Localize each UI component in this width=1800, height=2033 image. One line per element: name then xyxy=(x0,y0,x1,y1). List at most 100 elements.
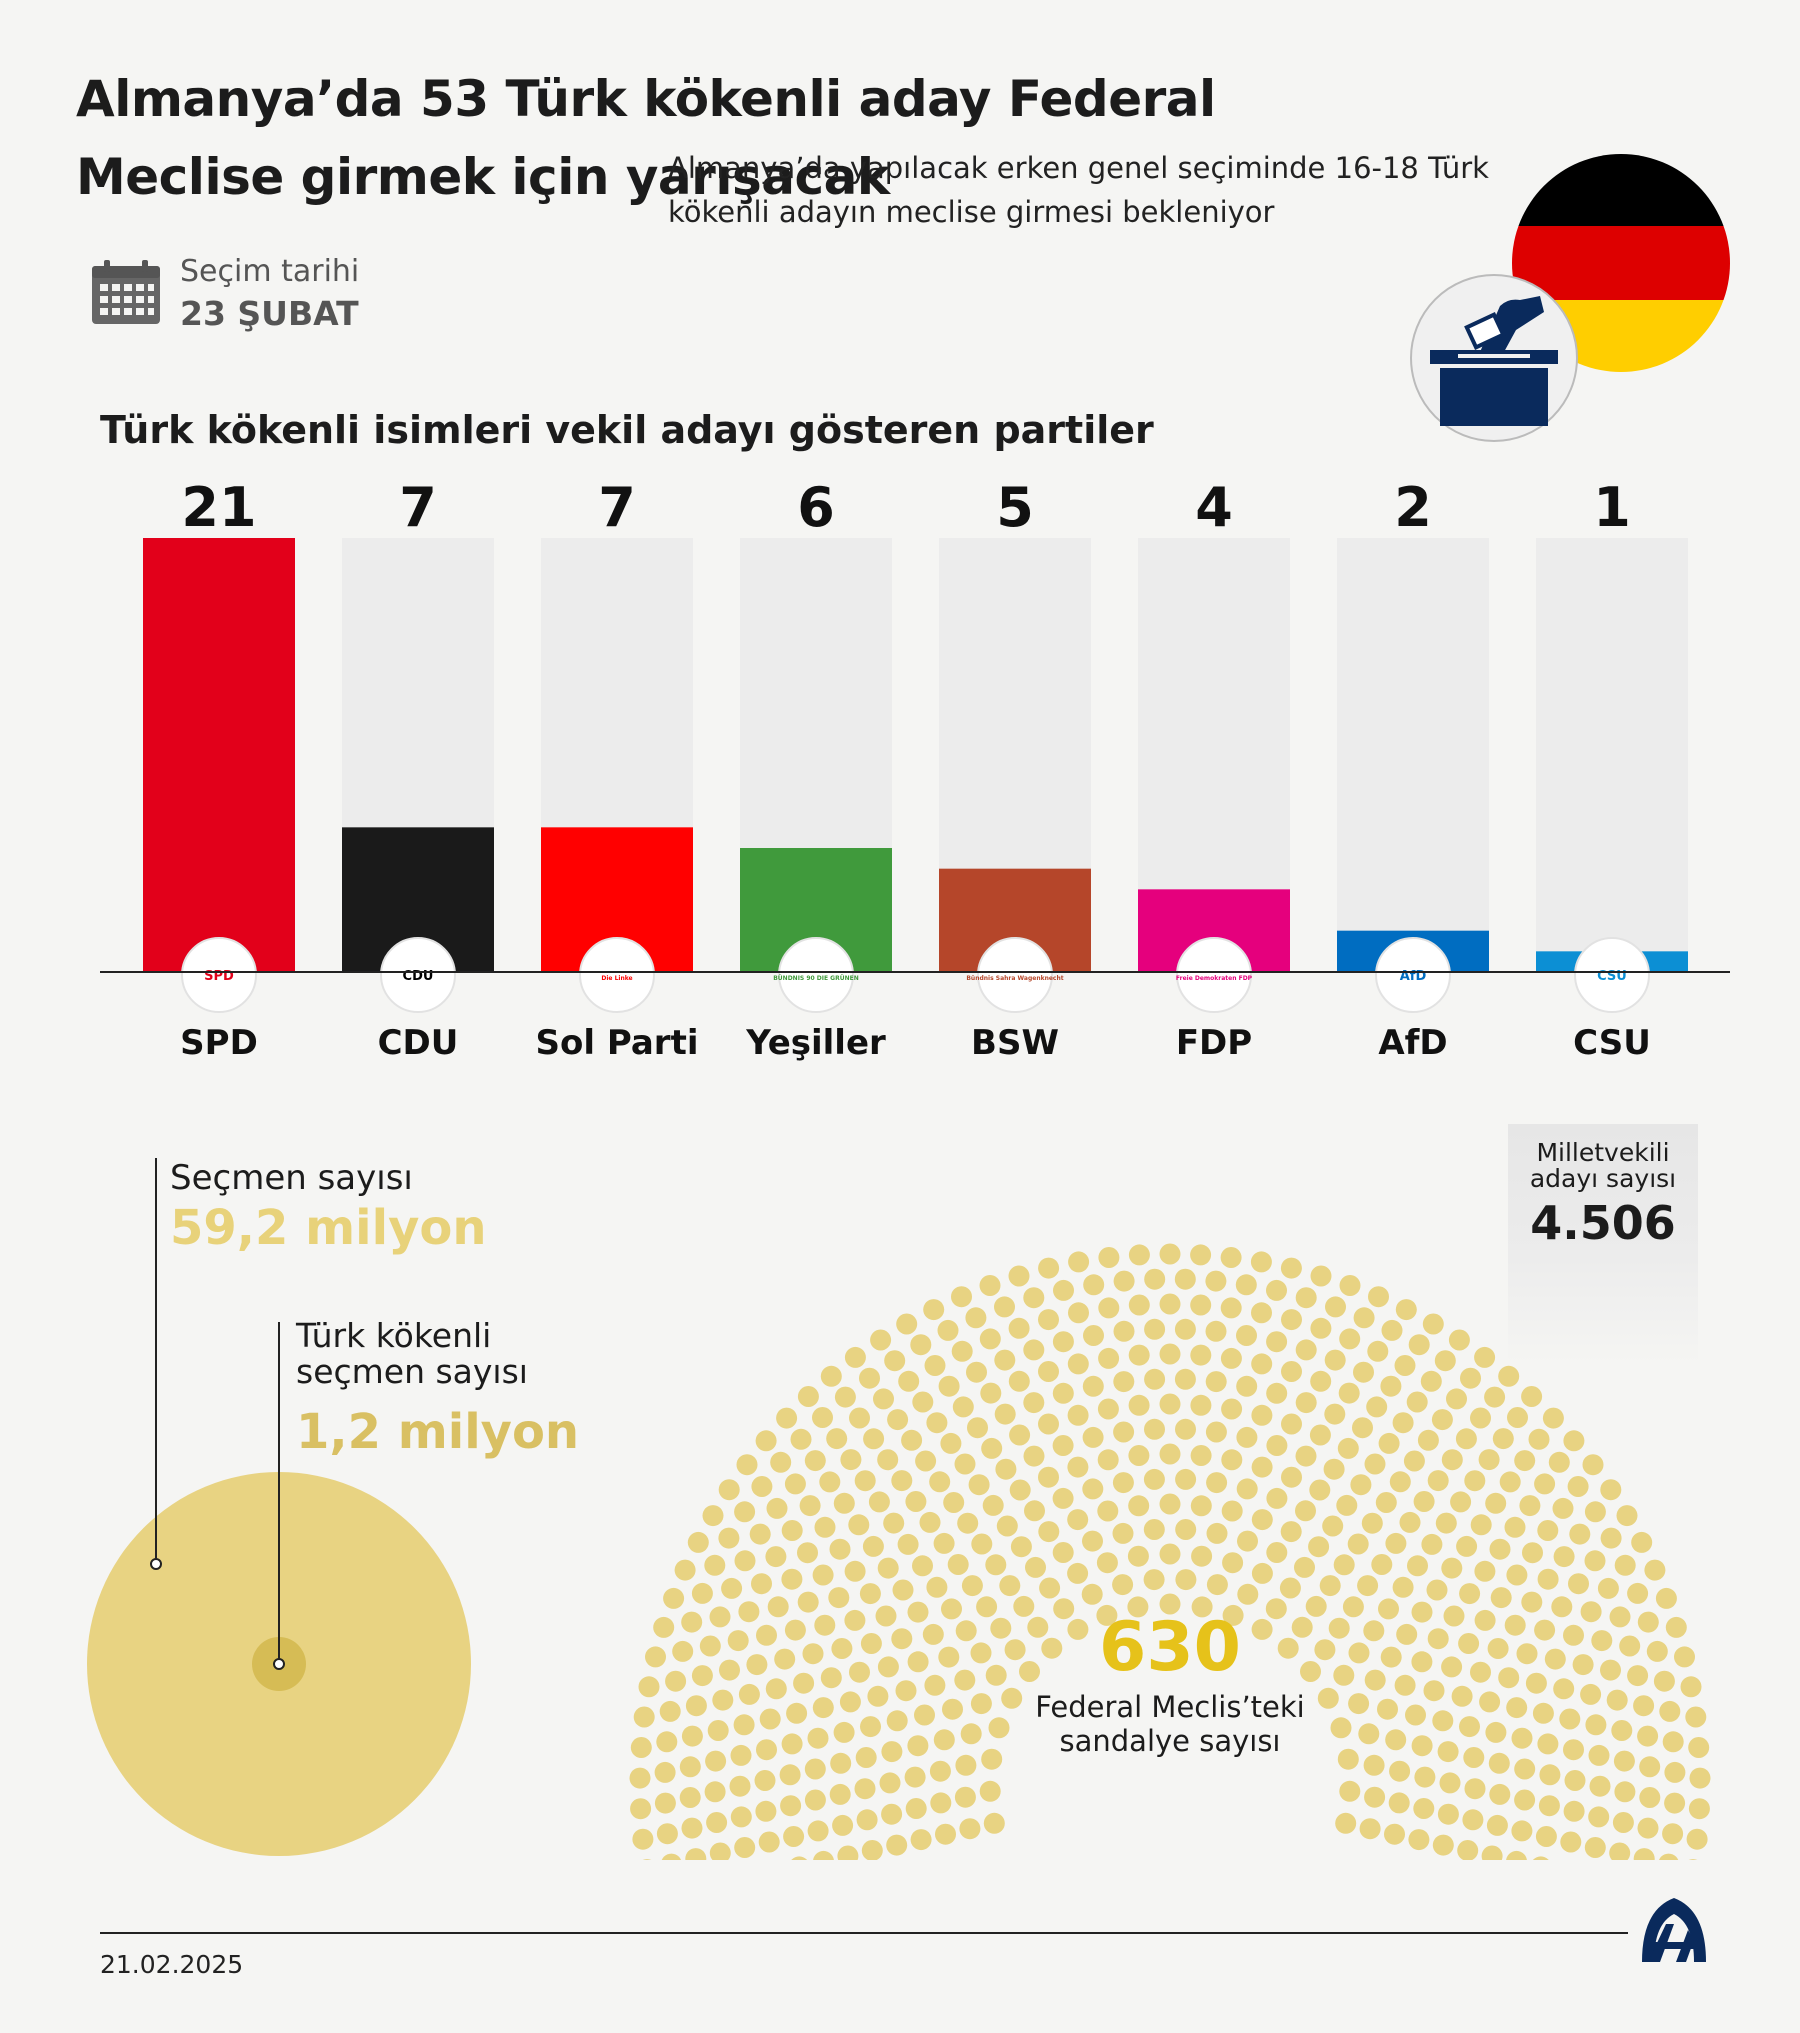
seat-482 xyxy=(1251,1302,1272,1324)
seats-count-value: 630 xyxy=(1099,1608,1241,1687)
seat-19 xyxy=(1337,1748,1359,1770)
bar-track-8 xyxy=(1536,538,1688,972)
seat-121 xyxy=(1221,1500,1243,1522)
seat-110 xyxy=(922,1623,944,1645)
seat-393 xyxy=(1589,1775,1611,1797)
bar-label-4: Yeşiller xyxy=(745,1023,886,1063)
seat-337 xyxy=(1534,1619,1556,1641)
seat-57 xyxy=(1096,1552,1118,1574)
seat-483 xyxy=(1281,1309,1302,1331)
seat-569 xyxy=(642,1859,652,1860)
party-logo-text-5: Bündnis Sahra Wagenknecht xyxy=(966,975,1063,982)
seat-81 xyxy=(976,1596,998,1618)
seat-37 xyxy=(1265,1598,1287,1620)
seat-398 xyxy=(709,1842,731,1860)
seat-381 xyxy=(1441,1449,1463,1471)
seat-235 xyxy=(1266,1435,1288,1456)
seat-261 xyxy=(814,1614,836,1636)
seat-120 xyxy=(1190,1495,1212,1517)
seat-463 xyxy=(749,1523,771,1545)
seat-258 xyxy=(786,1702,808,1724)
seat-338 xyxy=(1544,1648,1566,1670)
bar-value-1: 21 xyxy=(181,476,256,539)
seat-600 xyxy=(1190,1244,1212,1266)
seat-246 xyxy=(1498,1667,1520,1689)
seat-191 xyxy=(1159,1443,1181,1465)
chart-title: Türk kökenli isimleri vekil adayı göster… xyxy=(100,408,1154,452)
seat-260 xyxy=(802,1643,824,1665)
seat-291 xyxy=(1525,1672,1547,1694)
seat-231 xyxy=(1144,1418,1165,1440)
seat-550 xyxy=(1507,1407,1528,1428)
seat-72 xyxy=(1384,1823,1405,1845)
seat-536 xyxy=(1113,1270,1135,1292)
seat-469 xyxy=(873,1388,894,1410)
seat-98 xyxy=(1405,1704,1426,1726)
seat-557 xyxy=(1627,1582,1649,1604)
seat-56 xyxy=(1067,1562,1089,1584)
seat-132 xyxy=(1437,1741,1459,1763)
seat-621 xyxy=(1665,1616,1687,1638)
seat-324 xyxy=(1236,1375,1258,1397)
seat-164 xyxy=(1427,1628,1449,1650)
seat-130 xyxy=(1423,1680,1445,1702)
seat-304 xyxy=(765,1678,787,1700)
aa-logo-icon xyxy=(1642,1898,1706,1962)
party-logo-8 xyxy=(1574,937,1650,1013)
seat-574 xyxy=(633,1706,655,1728)
seat-292 xyxy=(1532,1702,1554,1724)
seat-408 xyxy=(765,1546,787,1568)
seat-180 xyxy=(875,1605,897,1627)
seat-424 xyxy=(1174,1318,1196,1340)
seats-count-label: Federal Meclis’teki sandalye sayısı xyxy=(1035,1690,1305,1758)
seat-14 xyxy=(1251,1618,1273,1640)
seat-380 xyxy=(1417,1429,1439,1451)
seat-300 xyxy=(755,1800,777,1822)
seat-486 xyxy=(1367,1340,1389,1362)
seat-504 xyxy=(1639,1787,1661,1808)
seat-614 xyxy=(1563,1430,1585,1452)
seat-30 xyxy=(1053,1598,1075,1620)
seat-527 xyxy=(859,1367,880,1389)
seat-24 xyxy=(955,1754,977,1776)
seat-364 xyxy=(952,1396,974,1418)
seat-499 xyxy=(1619,1635,1641,1657)
seat-509 xyxy=(661,1853,682,1860)
seat-514 xyxy=(659,1700,681,1722)
seat-46 xyxy=(935,1823,956,1845)
seat-555 xyxy=(1600,1527,1622,1549)
seat-139 xyxy=(855,1747,877,1768)
seat-626 xyxy=(1689,1767,1711,1789)
seat-395 xyxy=(1584,1837,1606,1858)
seat-439 xyxy=(1553,1546,1575,1568)
party-logo-1 xyxy=(181,937,257,1013)
page-title: Almanya’da 53 Türk kökenli aday Federal … xyxy=(76,70,1216,206)
seat-245 xyxy=(1487,1638,1509,1659)
seat-446 xyxy=(1613,1750,1635,1772)
seat-50 xyxy=(942,1698,963,1720)
seat-198 xyxy=(1361,1512,1383,1534)
seat-82 xyxy=(999,1575,1021,1597)
seat-108 xyxy=(895,1680,917,1702)
seat-295 xyxy=(1538,1795,1560,1817)
seat-192 xyxy=(1190,1445,1212,1466)
seat-378 xyxy=(1366,1396,1388,1418)
seat-48 xyxy=(929,1760,951,1782)
seat-17 xyxy=(1317,1687,1339,1709)
seat-520 xyxy=(718,1527,740,1549)
bar-label-2: CDU xyxy=(378,1023,459,1063)
seat-448 xyxy=(1612,1812,1634,1833)
seat-374 xyxy=(1251,1353,1273,1375)
seat-608 xyxy=(1422,1313,1444,1335)
seat-410 xyxy=(799,1495,821,1517)
seat-590 xyxy=(896,1313,918,1335)
seat-207 xyxy=(1488,1752,1510,1774)
seat-506 xyxy=(1633,1848,1655,1860)
seat-365 xyxy=(980,1382,1002,1404)
seat-491 xyxy=(1492,1428,1514,1450)
seat-60 xyxy=(1191,1545,1213,1567)
seat-400 xyxy=(704,1781,726,1803)
seat-372 xyxy=(1190,1344,1212,1366)
seat-101 xyxy=(1413,1798,1435,1819)
seat-13 xyxy=(1222,1604,1244,1626)
